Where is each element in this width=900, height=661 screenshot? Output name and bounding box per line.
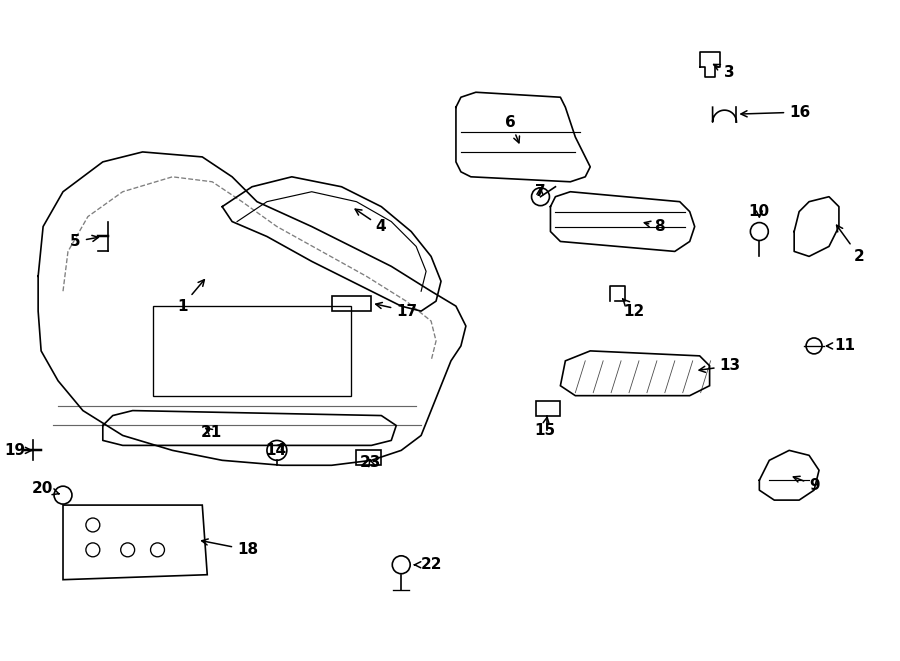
Text: 21: 21: [201, 425, 222, 440]
Text: 7: 7: [535, 184, 545, 199]
Text: 20: 20: [32, 481, 59, 496]
Text: 8: 8: [644, 219, 665, 234]
Text: 13: 13: [699, 358, 741, 373]
Text: 1: 1: [177, 280, 204, 313]
Text: 11: 11: [826, 338, 855, 354]
Text: 12: 12: [623, 299, 645, 319]
Text: 17: 17: [376, 303, 418, 319]
Text: 9: 9: [794, 477, 820, 492]
Text: 6: 6: [505, 114, 519, 143]
Text: 3: 3: [714, 64, 734, 80]
Text: 16: 16: [741, 104, 810, 120]
Text: 14: 14: [266, 443, 287, 458]
Text: 22: 22: [415, 557, 443, 572]
Text: 19: 19: [4, 443, 32, 458]
Text: 18: 18: [202, 539, 258, 557]
Text: 4: 4: [356, 209, 386, 234]
Text: 2: 2: [837, 225, 865, 264]
Text: 23: 23: [360, 455, 382, 470]
Text: 5: 5: [70, 234, 98, 249]
Text: 10: 10: [749, 204, 770, 219]
Text: 15: 15: [535, 417, 555, 438]
